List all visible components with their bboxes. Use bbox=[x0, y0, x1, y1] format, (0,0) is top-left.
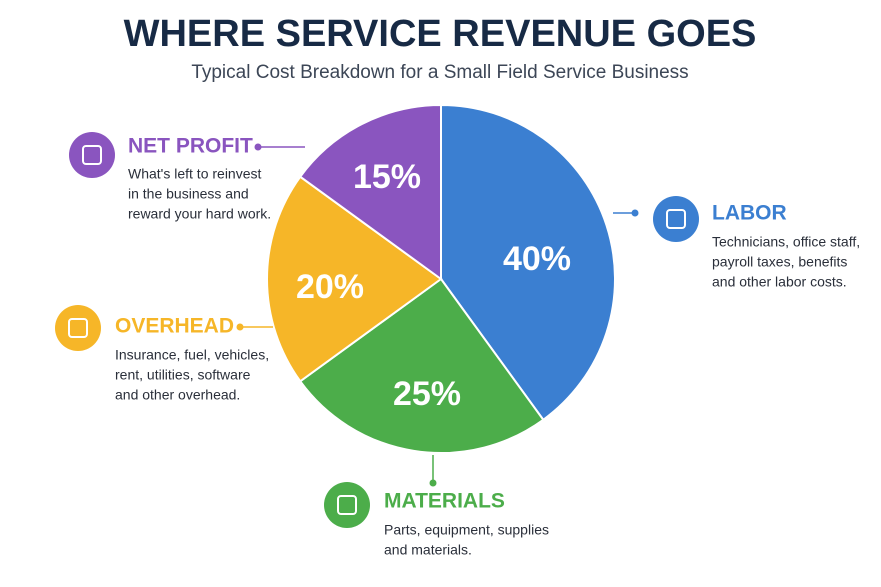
category-name: OVERHEAD bbox=[115, 315, 234, 338]
connector-dot bbox=[236, 323, 244, 331]
icon-glyph bbox=[337, 495, 357, 515]
category-description: and other overhead. bbox=[115, 387, 240, 403]
category-name: NET PROFIT bbox=[128, 135, 253, 158]
connector-dot bbox=[631, 209, 639, 217]
pie-slice bbox=[298, 277, 545, 454]
category-description: reward your hard work. bbox=[128, 206, 271, 222]
category-description: Insurance, fuel, vehicles, bbox=[115, 347, 269, 363]
category-name: LABOR bbox=[712, 202, 787, 225]
slice-label: 40% bbox=[503, 240, 571, 278]
connector-dot bbox=[429, 479, 437, 487]
chart-subtitle: Typical Cost Breakdown for a Small Field… bbox=[191, 62, 688, 83]
connector-dot bbox=[254, 143, 262, 151]
icon bbox=[653, 196, 699, 242]
slice-label: 20% bbox=[296, 268, 364, 306]
pie-slice bbox=[440, 103, 616, 422]
icon-glyph bbox=[82, 145, 102, 165]
chart-title: WHERE SERVICE REVENUE GOES bbox=[124, 13, 757, 55]
icon bbox=[69, 132, 115, 178]
pie-slice bbox=[298, 103, 442, 281]
icon bbox=[55, 305, 101, 351]
slice-label: 15% bbox=[353, 158, 421, 196]
category-description: in the business and bbox=[128, 186, 249, 202]
category-description: payroll taxes, benefits bbox=[712, 254, 847, 270]
icon-glyph bbox=[68, 318, 88, 338]
icon bbox=[324, 482, 370, 528]
category-name: MATERIALS bbox=[384, 490, 505, 513]
category-description: and other labor costs. bbox=[712, 274, 847, 290]
category-description: Parts, equipment, supplies bbox=[384, 522, 549, 538]
category-description: and materials. bbox=[384, 542, 472, 558]
category-description: Technicians, office staff, bbox=[712, 234, 860, 250]
category-description: What's left to reinvest bbox=[128, 166, 262, 182]
slice-label: 25% bbox=[393, 375, 461, 413]
icon-glyph bbox=[666, 209, 686, 229]
category-description: rent, utilities, software bbox=[115, 367, 251, 383]
pie-slice bbox=[266, 175, 443, 383]
